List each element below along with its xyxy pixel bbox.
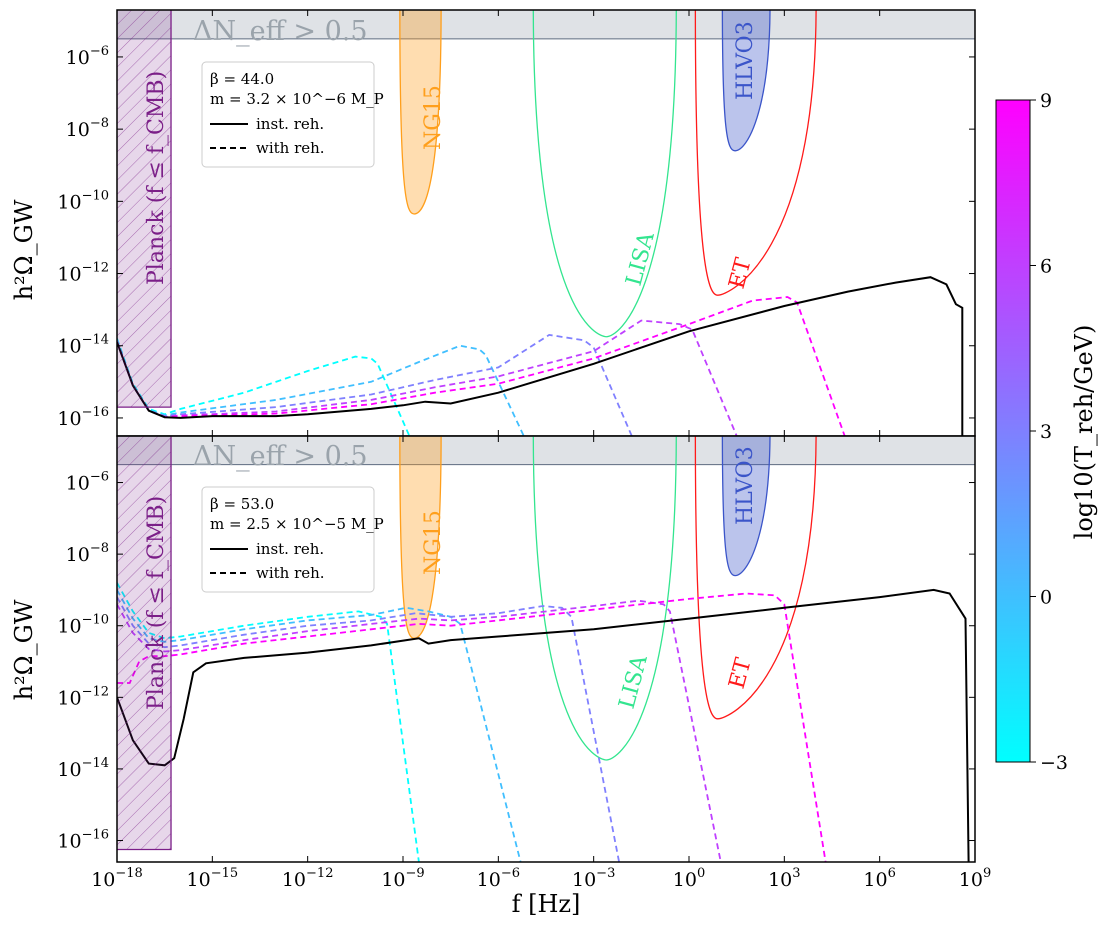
y-tick-label: 10−16 [57,828,109,853]
y-ticks-top: 10−6 10−8 10−10 10−12 10−14 10−16 [57,44,975,430]
y-tick-label: 10−12 [57,684,109,709]
with-reh-series [117,592,827,862]
label-ng15-top: NG15 [421,85,446,150]
neff-band-top: ΔN_eff > 0.5 [117,10,975,47]
y-tick-label: 10−8 [66,541,109,566]
y-tick-label: 10−6 [66,44,109,69]
panel-bottom: ΔN_eff > 0.5 NG15 HLVO3 LISA ET Planck (… [10,435,976,863]
et-sensitivity-curve [694,10,817,296]
with-reh-series [117,596,620,862]
lisa-sensitivity-curve [532,436,677,761]
y-tick-label: 10−10 [57,613,109,638]
x-tick-label: 10−6 [477,866,520,891]
colorbar-ticks: 9 6 3 0 −3 [1030,90,1068,774]
legend-mass-top: m = 3.2 × 10^−6 M_P [210,90,384,108]
colorbar: 9 6 3 0 −3 log10(T_reh/GeV) [995,90,1098,774]
x-tick-label: 10−15 [187,866,239,891]
label-lisa-bottom: LISA [615,652,653,712]
y-tick-label: 10−8 [66,116,109,141]
label-et-top: ET [725,255,757,291]
x-tick-label: 103 [768,866,800,891]
colorbar-tick-label: 6 [1040,256,1052,278]
legend-mass-bottom: m = 2.5 × 10^−5 M_P [210,515,384,533]
legend-top: β = 44.0 m = 3.2 × 10^−6 M_P inst. reh. … [201,61,384,168]
y-tick-label: 10−10 [57,188,109,213]
x-axis-label: f [Hz] [512,890,581,918]
x-tick-label: 10−12 [282,866,334,891]
colorbar-tick-label: −3 [1040,752,1068,774]
colorbar-label: log10(T_reh/GeV) [1070,325,1098,540]
legend-beta-top: β = 44.0 [210,70,274,88]
with-reh-series [117,319,738,436]
with-reh-series [117,599,722,862]
planck-hatch [117,10,172,408]
et-sensitivity-curve [694,436,817,720]
detector-curves-top [399,10,817,338]
planck-region-bottom [117,436,172,851]
legend-dashed-bottom: with reh. [256,564,325,582]
legend-solid-top: inst. reh. [256,115,324,133]
legend-dashed-top: with reh. [256,139,325,157]
planck-edge [117,10,172,408]
neff-label-bottom: ΔN_eff > 0.5 [193,441,368,472]
y-tick-label: 10−6 [66,470,109,495]
gw-spectra-bottom [117,582,970,862]
colorbar-tick-label: 9 [1040,90,1052,112]
y-tick-label: 10−14 [57,756,109,781]
y-tick-label: 10−16 [57,405,109,430]
inst-reh-series [117,588,970,862]
neff-band-bottom: ΔN_eff > 0.5 [117,436,975,472]
label-et-bottom: ET [725,655,757,691]
x-tick-label: 100 [673,866,705,891]
lisa-sensitivity-curve [532,10,677,338]
legend-bottom: β = 53.0 m = 2.5 × 10^−5 M_P inst. reh. … [201,486,384,593]
x-tick-label: 106 [863,866,895,891]
hlvo3-sensitivity-region [721,436,771,577]
x-ticks: 10−18 10−15 10−12 10−9 10−6 10−3 100 103 106 109 [91,10,991,891]
label-lisa-top: LISA [622,229,660,289]
neff-label-top: ΔN_eff > 0.5 [193,16,368,47]
y-tick-label: 10−14 [57,333,109,358]
label-hlvo3-top: HLVO3 [733,21,758,100]
label-planck-top: Planck (f ≤ f_CMB) [144,71,169,285]
legend-beta-bottom: β = 53.0 [210,495,274,513]
legend-solid-bottom: inst. reh. [256,540,324,558]
gw-spectra-top [117,276,964,436]
y-axis-label-top: h²Ω_GW [10,199,38,300]
inst-reh-series [117,276,964,436]
ng15-sensitivity-region [399,10,442,215]
colorbar-tick-label: 0 [1040,587,1052,609]
x-tick-label: 10−3 [572,866,615,891]
x-tick-label: 10−18 [91,866,143,891]
x-tick-label: 109 [959,866,991,891]
with-reh-series [117,338,411,436]
planck-hatch [117,436,172,850]
x-tick-label: 10−9 [381,866,424,891]
colorbar-tick-label: 3 [1040,421,1052,443]
panel-top: ΔN_eff > 0.5 NG15 HLVO3 LISA ET Planck (… [10,9,976,437]
hlvo3-sensitivity-region [721,10,771,152]
planck-edge [117,436,172,851]
y-axis-label-bottom: h²Ω_GW [10,599,38,700]
planck-region-top [117,10,172,408]
label-planck-bottom: Planck (f ≤ f_CMB) [144,496,169,710]
with-reh-series [117,333,633,436]
label-hlvo3-bottom: HLVO3 [733,446,758,525]
label-ng15-bottom: NG15 [421,510,446,575]
axes-frame-bottom [116,435,976,863]
y-tick-label: 10−12 [57,261,109,286]
with-reh-series [117,589,522,862]
y-ticks-bottom: 10−6 10−8 10−10 10−12 10−14 10−16 [57,470,975,853]
colorbar-gradient [995,99,1031,763]
detector-curves-bottom [399,436,817,761]
